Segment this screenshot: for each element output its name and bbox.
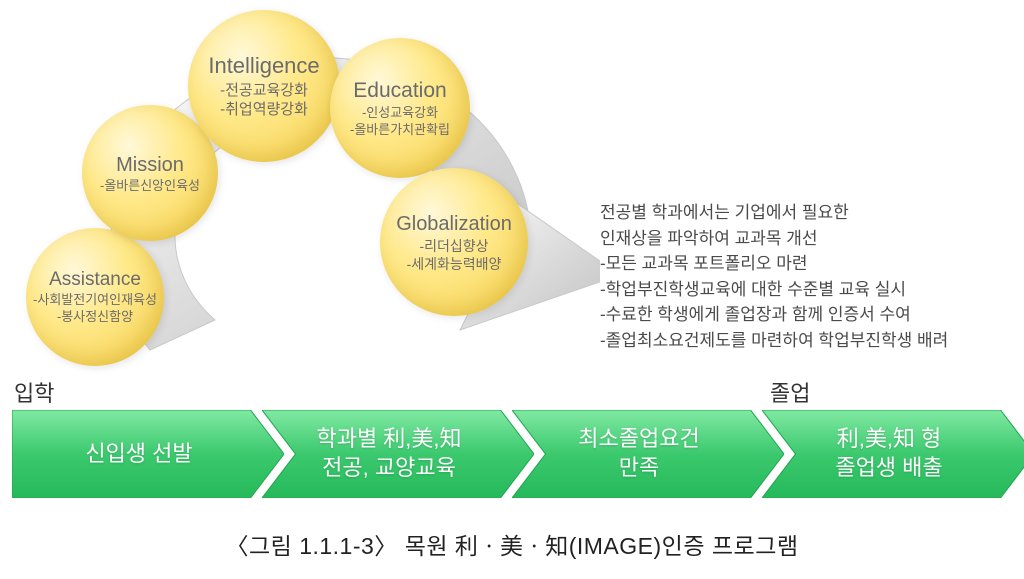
side-text-line: -졸업최소요건제도를 마련하여 학업부진학생 배려 xyxy=(600,328,1020,354)
diagram-area: Assistance-사회발전기여인재육성-봉사정신함양Mission-올바른신… xyxy=(0,0,1024,400)
flow-step-label: 利,美,知 형졸업생 배출 xyxy=(762,410,1024,498)
circle-subtext: -봉사정신함양 xyxy=(57,309,133,326)
flow-step-label: 최소졸업요건만족 xyxy=(512,410,784,498)
circle-subtext: -리더십향상 xyxy=(419,237,488,255)
circle-subtext: -올바른신앙인육성 xyxy=(100,178,200,195)
flow-step-line1: 학과별 利,美,知 xyxy=(316,425,461,454)
side-text-line: -모든 교과목 포트폴리오 마련 xyxy=(600,251,1020,277)
circle-title: Assistance xyxy=(49,268,141,293)
circle-mission: Mission-올바른신앙인육성 xyxy=(82,105,218,241)
label-entry: 입학 xyxy=(14,376,54,408)
flow-step-4: 利,美,知 형졸업생 배출 xyxy=(762,410,1024,498)
flow-step-label: 학과별 利,美,知전공, 교양교육 xyxy=(262,410,534,498)
circle-globalization: Globalization-리더십향상-세계화능력배양 xyxy=(380,168,528,316)
circle-subtext: -인성교육강화 xyxy=(362,105,438,122)
circle-title: Mission xyxy=(116,152,184,178)
circle-intelligence: Intelligence-전공교육강화-취업역량강화 xyxy=(188,10,340,162)
side-text-line: -수료한 학생에게 졸업장과 함께 인증서 수여 xyxy=(600,302,1020,328)
circle-education: Education-인성교육강화-올바른가치관확립 xyxy=(330,38,470,178)
flow-step-line1: 利,美,知 형 xyxy=(837,425,942,454)
flow-step-1: 신입생 선발 xyxy=(12,410,284,498)
flow-step-3: 최소졸업요건만족 xyxy=(512,410,784,498)
circle-title: Intelligence xyxy=(208,52,319,81)
circle-title: Globalization xyxy=(396,211,512,237)
side-description: 전공별 학과에서는 기업에서 필요한인재상을 파악하여 교과목 개선-모든 교과… xyxy=(600,200,1020,353)
side-text-line: 인재상을 파악하여 교과목 개선 xyxy=(600,226,1020,252)
circle-subtext: -세계화능력배양 xyxy=(407,255,502,273)
figure-caption: 〈그림 1.1.1-3〉 목원 利ㆍ美ㆍ知(IMAGE)인증 프로그램 xyxy=(0,527,1024,561)
circle-subtext: -취업역량강화 xyxy=(220,100,308,120)
side-text-line: -학업부진학생교육에 대한 수준별 교육 실시 xyxy=(600,277,1020,303)
flow-step-line2: 졸업생 배출 xyxy=(835,454,942,483)
circle-subtext: -전공교육강화 xyxy=(220,81,308,101)
flow-step-label: 신입생 선발 xyxy=(12,410,284,498)
circle-title: Education xyxy=(353,77,446,104)
flow-step-2: 학과별 利,美,知전공, 교양교육 xyxy=(262,410,534,498)
flow-step-line1: 신입생 선발 xyxy=(85,440,192,469)
circle-assistance: Assistance-사회발전기여인재육성-봉사정신함양 xyxy=(26,228,164,366)
circle-subtext: -올바른가치관확립 xyxy=(350,122,450,139)
label-exit: 졸업 xyxy=(770,376,810,408)
flow-step-line2: 전공, 교양교육 xyxy=(322,454,456,483)
process-flow: 신입생 선발학과별 利,美,知전공, 교양교육최소졸업요건만족利,美,知 형졸업… xyxy=(12,410,1012,498)
flow-step-line2: 만족 xyxy=(619,454,659,483)
flow-step-line1: 최소졸업요건 xyxy=(578,425,699,454)
side-text-line: 전공별 학과에서는 기업에서 필요한 xyxy=(600,200,1020,226)
circle-subtext: -사회발전기여인재육성 xyxy=(33,292,157,309)
